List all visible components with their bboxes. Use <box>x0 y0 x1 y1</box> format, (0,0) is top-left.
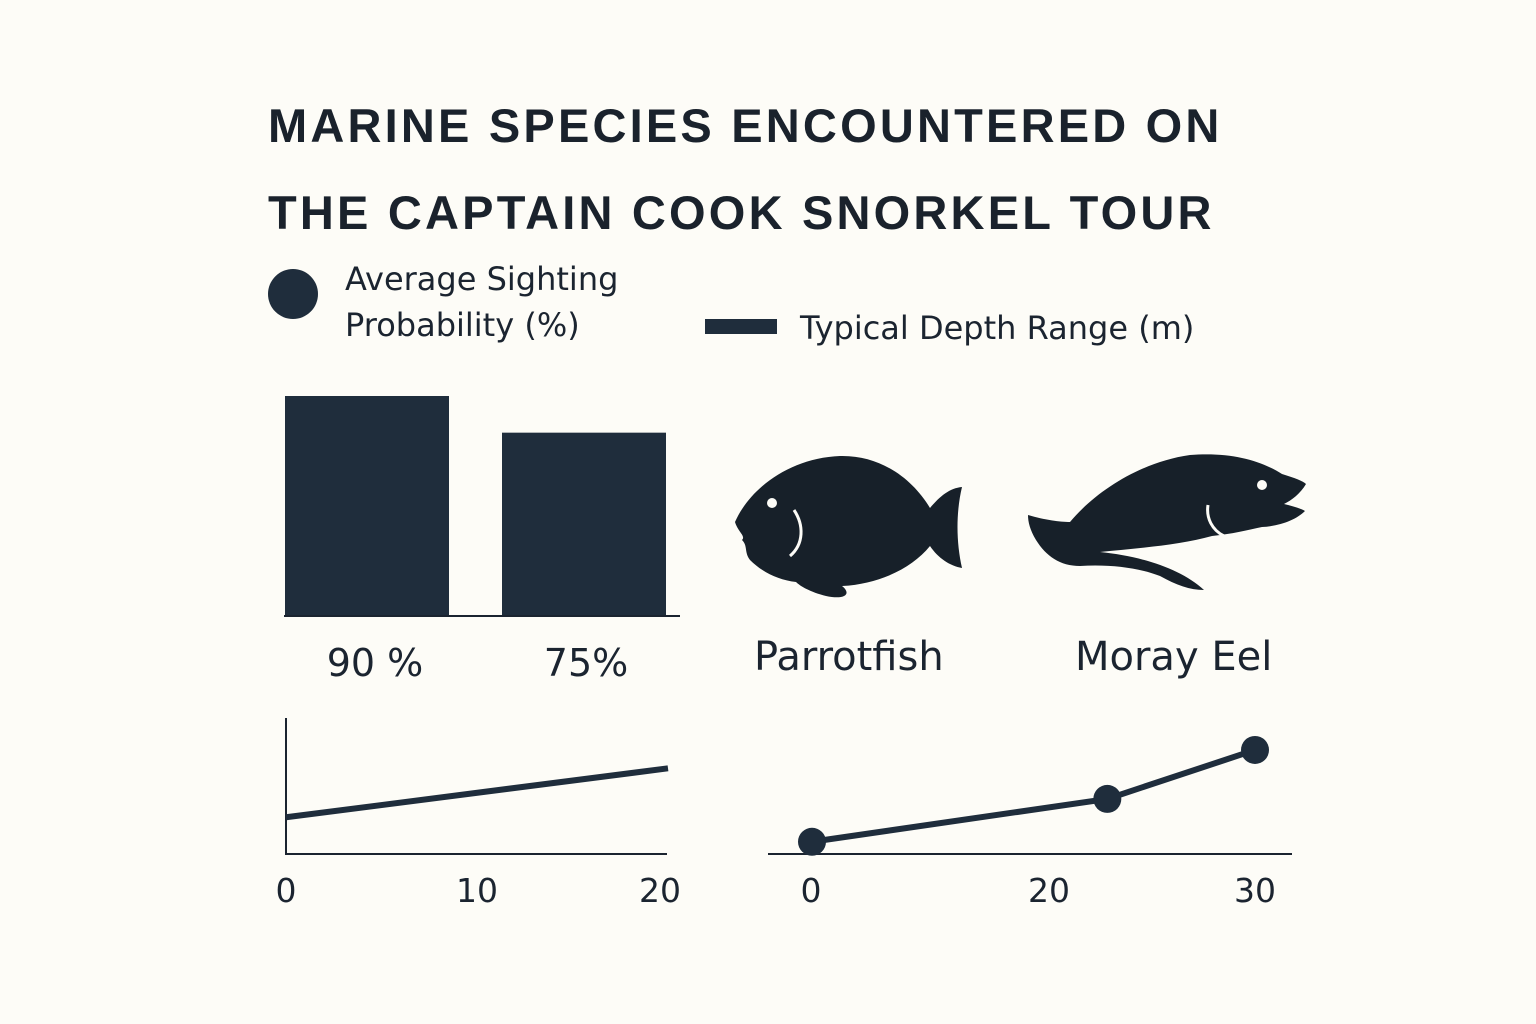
bar-data-label-2: 75% <box>544 641 628 685</box>
line-chart-1-x-tick-10: 10 <box>456 871 498 910</box>
line-chart-1-x-tick-0: 0 <box>276 871 297 910</box>
title-line-2: THE CAPTAIN COOK SNORKEL TOUR <box>268 186 1215 239</box>
legend-label-depth: Typical Depth Range (m) <box>800 309 1195 347</box>
bar-1 <box>285 396 449 616</box>
parrotfish-icon <box>735 455 962 598</box>
line-chart-2-point-2 <box>1093 784 1122 813</box>
line-chart-2-series <box>811 747 1256 845</box>
legend-marker-circle <box>268 269 318 319</box>
line-chart-2-x-tick-30: 30 <box>1234 871 1276 910</box>
line-chart-1-x-tick-20: 20 <box>639 871 681 910</box>
line-chart-2-x-tick-0: 0 <box>801 871 822 910</box>
title-line-1: MARINE SPECIES ENCOUNTERED ON <box>268 99 1223 152</box>
chart-title: MARINE SPECIES ENCOUNTERED ON THE CAPTAI… <box>268 82 1368 256</box>
line-chart-1: 0 10 20 <box>276 765 681 910</box>
bar-chart: 90 % 75% <box>285 396 666 685</box>
species-label-moray-eel: Moray Eel <box>1075 634 1273 680</box>
line-chart-2-point-3 <box>1241 735 1269 764</box>
legend-label-probability: Average Sighting Probability (%) <box>345 260 619 344</box>
bar-2 <box>502 432 666 616</box>
legend-marker-line <box>705 319 777 334</box>
line-chart-2-point-1 <box>798 827 826 856</box>
line-chart-2-x-tick-20: 20 <box>1028 871 1070 910</box>
species-label-parrotfish: Parrotfish <box>754 634 944 680</box>
line-chart-2: 0 20 30 <box>798 735 1276 910</box>
moray-eel-icon <box>1028 454 1306 590</box>
line-chart-1-series <box>285 765 669 821</box>
bar-data-label-1: 90 % <box>327 641 424 685</box>
